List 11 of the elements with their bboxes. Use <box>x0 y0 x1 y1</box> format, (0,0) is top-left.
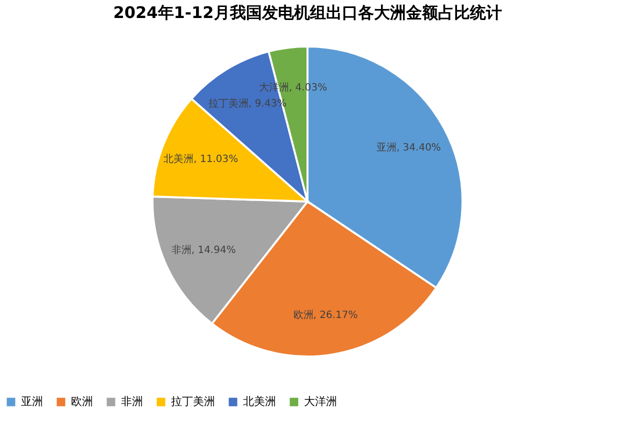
legend-label: 北美洲 <box>243 395 276 408</box>
data-label: 北美洲, 11.03% <box>164 153 238 166</box>
legend-label: 亚洲 <box>21 395 43 408</box>
legend-label: 拉丁美洲 <box>171 395 215 408</box>
data-label: 非洲, 14.94% <box>171 244 236 256</box>
chart-title: 2024年1-12月我国发电机组出口各大洲金额占比统计 <box>113 3 502 22</box>
legend-label: 大洋洲 <box>304 395 337 408</box>
data-label: 欧洲, 26.17% <box>293 308 358 321</box>
data-label: 亚洲, 34.40% <box>376 142 441 154</box>
legend-label: 欧洲 <box>71 395 93 408</box>
legend-label: 非洲 <box>121 395 143 408</box>
